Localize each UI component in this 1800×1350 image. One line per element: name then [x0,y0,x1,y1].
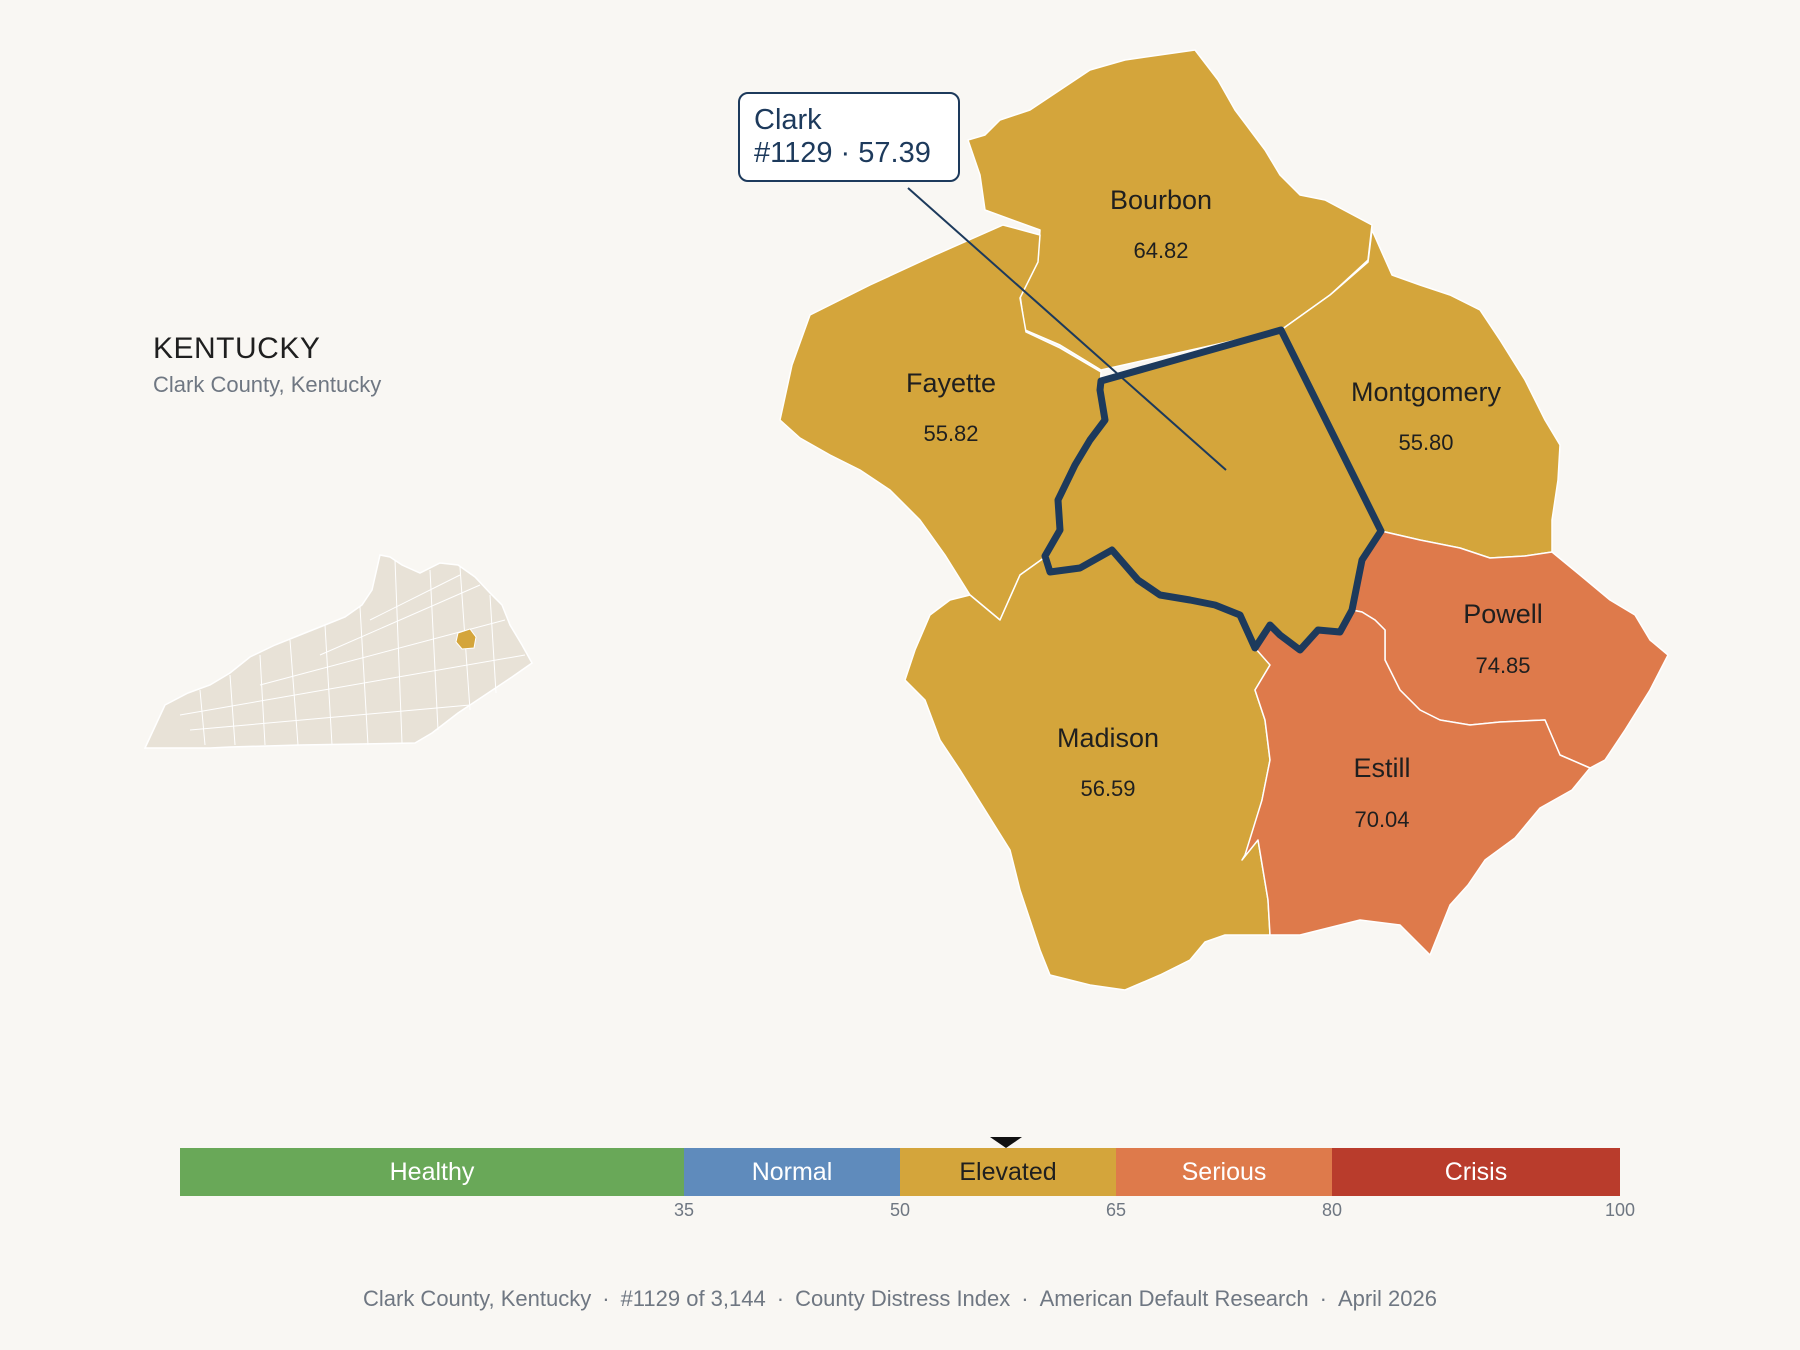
footer-index-name: County Distress Index [795,1286,1011,1311]
county-shape-estill[interactable] [1241,609,1591,956]
county-label-estill: Estill [1353,753,1410,783]
state-subtitle: Clark County, Kentucky [153,372,382,397]
legend-tick-65: 65 [1105,1200,1127,1220]
county-label-bourbon: Bourbon [1110,185,1212,215]
county-value-bourbon: 64.82 [1133,238,1188,263]
county-label-powell: Powell [1463,599,1543,629]
legend-tick-35: 35 [673,1200,695,1220]
kentucky-inset-map [143,554,533,749]
legend-tick-100: 100 [1604,1200,1636,1220]
footer-date: April 2026 [1337,1286,1438,1311]
county-label-fayette: Fayette [906,368,996,398]
legend-label-crisis: Crisis [1444,1157,1508,1186]
county-value-montgomery: 55.80 [1398,430,1453,455]
legend-marker-triangle [990,1137,1023,1148]
state-title: KENTUCKY [153,332,321,365]
footer: Clark County, Kentucky · #1129 of 3,144 · Co… [362,1286,1438,1311]
legend-band-normal: Normal [684,1148,900,1196]
county-value-powell: 74.85 [1475,653,1530,678]
inset-clark-highlight [455,628,477,650]
distress-legend: Healthy Normal Elevated Serious Crisis [180,1148,1620,1196]
clark-callout: Clark #1129 · 57.39 [738,92,960,182]
legend-band-serious: Serious [1116,1148,1332,1196]
footer-rank: #1129 of 3,144 [620,1286,766,1311]
county-shape-madison[interactable] [904,549,1281,991]
county-shape-bourbon[interactable] [967,49,1373,371]
county-label-madison: Madison [1057,723,1159,753]
county-value-madison: 56.59 [1080,776,1135,801]
footer-county: Clark County, Kentucky [362,1286,592,1311]
legend-label-elevated: Elevated [959,1157,1057,1186]
legend-band-elevated: Elevated [900,1148,1116,1196]
county-label-montgomery: Montgomery [1351,377,1502,407]
kentucky-state-shape [143,554,533,749]
county-value-estill: 70.04 [1354,807,1409,832]
callout-leader-line [907,187,1227,471]
legend-label-normal: Normal [751,1157,833,1186]
legend-band-crisis: Crisis [1332,1148,1620,1196]
legend-label-serious: Serious [1181,1157,1267,1186]
regional-map: Bourbon 64.82 Fayette 55.82 Montgomery 5… [779,49,1669,991]
legend-tick-50: 50 [889,1200,911,1220]
footer-source: American Default Research [1039,1286,1309,1311]
clark-county-outline [1041,326,1385,654]
legend-label-healthy: Healthy [389,1157,475,1186]
callout-county-name: Clark [754,104,822,136]
callout-rank-score: #1129 · 57.39 [754,137,931,169]
legend-tick-80: 80 [1321,1200,1343,1220]
legend-band-healthy: Healthy [180,1148,684,1196]
county-value-fayette: 55.82 [923,421,978,446]
